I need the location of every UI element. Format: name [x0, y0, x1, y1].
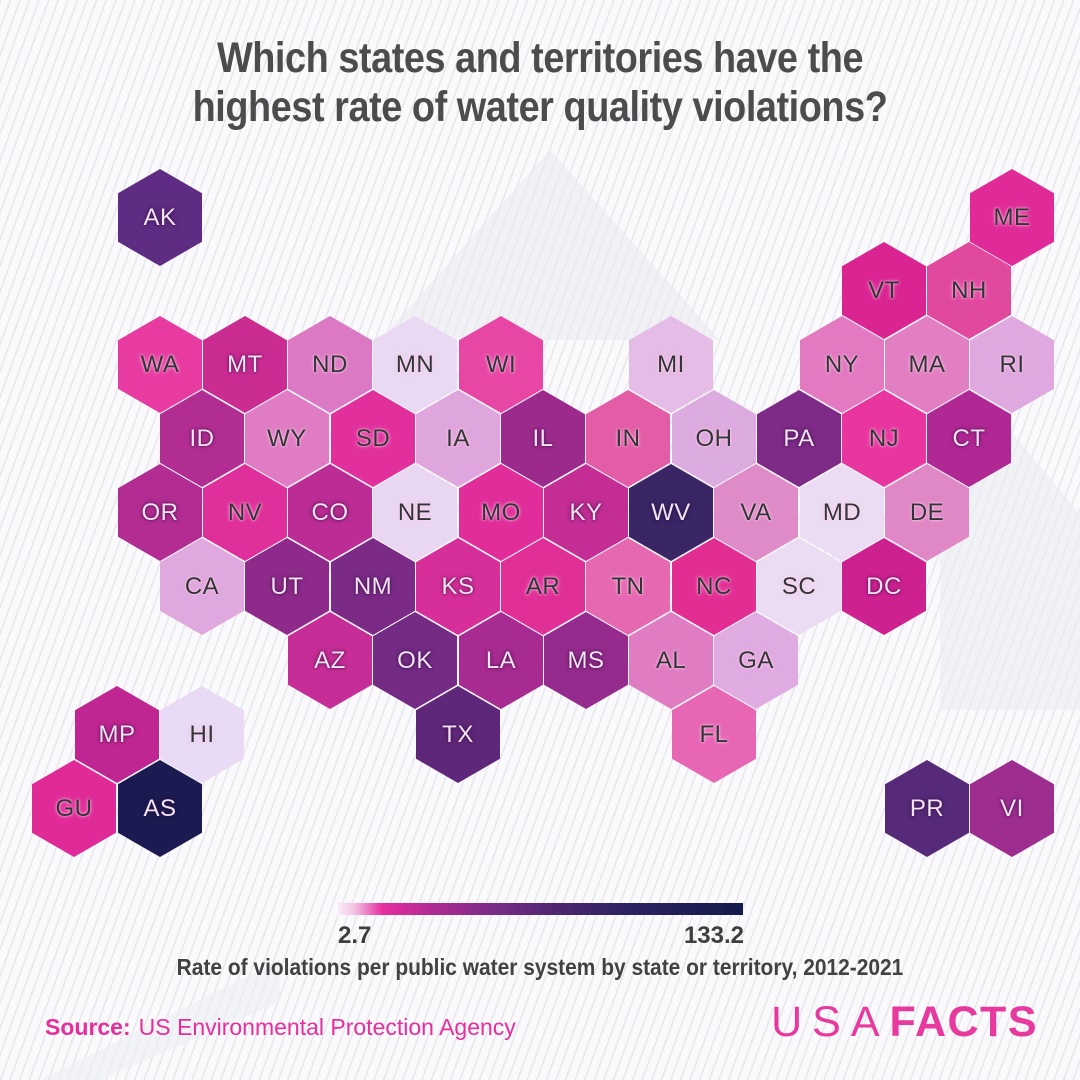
- hex-label-ME: ME: [993, 203, 1031, 231]
- hex-label-MS: MS: [567, 646, 605, 674]
- hex-label-PA: PA: [783, 424, 815, 452]
- hex-label-KY: KY: [569, 498, 603, 526]
- hex-label-DE: DE: [909, 498, 945, 526]
- hex-label-NH: NH: [951, 276, 987, 304]
- hex-label-MT: MT: [227, 350, 263, 378]
- hex-label-GA: GA: [738, 646, 774, 674]
- hex-label-DC: DC: [866, 572, 902, 600]
- hex-label-IL: IL: [532, 424, 554, 452]
- hex-label-UT: UT: [270, 572, 304, 600]
- hex-tile-TX: TX: [416, 686, 500, 783]
- hex-label-NY: NY: [824, 350, 860, 378]
- hex-tile-NC: NC: [672, 538, 756, 635]
- hex-tile-GU: GU: [32, 760, 116, 857]
- hex-tile-DC: DC: [842, 538, 926, 635]
- legend-min-label: 2.7: [338, 922, 372, 949]
- hex-label-MA: MA: [908, 350, 946, 378]
- hex-label-AR: AR: [525, 572, 561, 600]
- logo-facts: FACTS: [889, 998, 1038, 1046]
- hex-tile-AR: AR: [501, 538, 585, 635]
- hex-tile-CA: CA: [160, 538, 244, 635]
- hex-label-LA: LA: [485, 646, 517, 674]
- hex-label-AL: AL: [655, 646, 687, 674]
- hex-tile-NM: NM: [331, 538, 415, 635]
- chart-title-line2: highest rate of water quality violations…: [192, 82, 888, 131]
- hex-label-PR: PR: [909, 794, 945, 822]
- source-line: Source: US Environmental Protection Agenc…: [45, 1014, 516, 1041]
- hex-label-WY: WY: [267, 424, 307, 452]
- chart-title-line1: Which states and territories have the: [216, 34, 864, 82]
- hex-label-CT: CT: [952, 424, 986, 452]
- hex-tile-TN: TN: [586, 538, 670, 635]
- legend-gradient-bar: [338, 903, 743, 915]
- hex-tile-AZ: AZ: [288, 612, 372, 709]
- chart-title: Which states and territories have the hig…: [65, 34, 1015, 131]
- hex-label-TX: TX: [442, 720, 474, 748]
- hex-tile-GA: GA: [714, 612, 798, 709]
- hex-label-NE: NE: [397, 498, 433, 526]
- hex-label-TN: TN: [611, 572, 645, 600]
- hex-label-OR: OR: [141, 498, 179, 526]
- hex-label-AZ: AZ: [314, 646, 346, 674]
- hex-label-AK: AK: [143, 203, 177, 231]
- hex-tile-VI: VI: [970, 760, 1054, 857]
- source-text: US Environmental Protection Agency: [138, 1014, 516, 1040]
- legend-max-label: 133.2: [683, 922, 744, 949]
- hex-label-HI: HI: [189, 720, 215, 748]
- hex-label-RI: RI: [999, 350, 1025, 378]
- hex-label-FL: FL: [699, 720, 729, 748]
- hex-tile-AS: AS: [118, 760, 202, 857]
- hex-label-MN: MN: [395, 350, 435, 378]
- hex-tile-HI: HI: [160, 686, 244, 783]
- hex-tile-FL: FL: [672, 686, 756, 783]
- hex-tile-MP: MP: [75, 686, 159, 783]
- hex-label-MO: MO: [481, 498, 521, 526]
- hex-label-NC: NC: [696, 572, 732, 600]
- hex-tile-AK: AK: [118, 169, 202, 266]
- hex-label-MD: MD: [822, 498, 862, 526]
- hex-label-IN: IN: [615, 424, 641, 452]
- hex-label-KS: KS: [441, 572, 475, 600]
- hex-label-VI: VI: [1000, 794, 1024, 822]
- hex-label-GU: GU: [55, 794, 93, 822]
- hex-label-VT: VT: [868, 276, 900, 304]
- hex-label-OH: OH: [695, 424, 733, 452]
- hex-label-AS: AS: [143, 794, 177, 822]
- hex-tile-LA: LA: [459, 612, 543, 709]
- hex-tile-SC: SC: [757, 538, 841, 635]
- hex-label-NV: NV: [227, 498, 263, 526]
- hex-label-SC: SC: [781, 572, 817, 600]
- source-label: Source:: [45, 1014, 131, 1040]
- chart-caption: Rate of violations per public water syst…: [176, 954, 904, 980]
- hex-label-ND: ND: [312, 350, 348, 378]
- hex-label-NM: NM: [353, 572, 393, 600]
- hex-tile-UT: UT: [245, 538, 329, 635]
- hex-tile-MS: MS: [544, 612, 628, 709]
- hex-tile-PR: PR: [885, 760, 969, 857]
- hex-tile-AL: AL: [629, 612, 713, 709]
- hex-label-NJ: NJ: [868, 424, 900, 452]
- hex-label-WA: WA: [140, 350, 180, 378]
- hex-label-MP: MP: [98, 720, 136, 748]
- hex-label-WV: WV: [651, 498, 691, 526]
- hex-label-WI: WI: [485, 350, 517, 378]
- hex-label-OK: OK: [397, 646, 433, 674]
- hex-label-IA: IA: [446, 424, 470, 452]
- hex-label-MI: MI: [657, 350, 685, 378]
- hex-label-ID: ID: [189, 424, 215, 452]
- usafacts-logo: USA FACTS: [771, 998, 1038, 1047]
- hex-label-SD: SD: [355, 424, 391, 452]
- hex-tile-KS: KS: [416, 538, 500, 635]
- logo-usa: USA: [771, 998, 890, 1046]
- hex-tile-ME: ME: [970, 169, 1054, 266]
- hex-label-VA: VA: [740, 498, 772, 526]
- hex-label-CA: CA: [184, 572, 220, 600]
- hex-label-CO: CO: [311, 498, 349, 526]
- hex-tile-OK: OK: [373, 612, 457, 709]
